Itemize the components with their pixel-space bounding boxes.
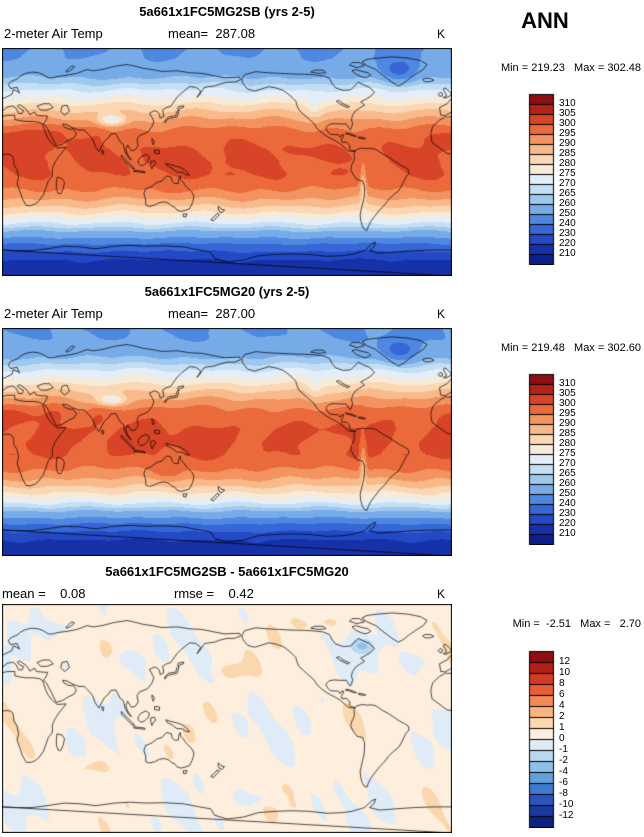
colorbar-tick-label: -8 (559, 788, 568, 799)
colorbar-tick-label: 305 (559, 388, 576, 399)
colorbar-tick-label: 290 (559, 418, 576, 429)
colorbar-tick-label: 1 (559, 722, 565, 733)
colorbar-tick-label: 275 (559, 168, 576, 179)
colorbar-tick-label: 295 (559, 128, 576, 139)
panel3-units-label: K (437, 587, 446, 601)
colorbar-boxes (528, 93, 556, 265)
colorbar-tick-label: -10 (559, 799, 574, 810)
panel2-minmax-label: Min = 219.48 Max = 302.60 (500, 342, 641, 354)
panel1-field-label: 2-meter Air Temp (4, 26, 103, 41)
colorbar-tick-label: -1 (559, 744, 568, 755)
colorbar-tick-label: 220 (559, 518, 576, 529)
colorbar-tick-label: 265 (559, 188, 576, 199)
colorbar-tick-label: 265 (559, 468, 576, 479)
colorbar-tick-label: 2 (559, 711, 565, 722)
colorbar-tick-label: 260 (559, 198, 576, 209)
panel3-colorbar: 12 10 8 6 4 2 1 0 -1 -2 -4 -6 -8 -10 -12 (528, 650, 598, 837)
colorbar-tick-label: 8 (559, 678, 565, 689)
panel1-title: 5a661x1FC5MG2SB (yrs 2-5) (139, 4, 315, 19)
colorbar-tick-label: 300 (559, 398, 576, 409)
panel1-map (2, 48, 452, 276)
colorbar-tick-label: -6 (559, 777, 568, 788)
colorbar-tick-label: 260 (559, 478, 576, 489)
panel2-title: 5a661x1FC5MG20 (yrs 2-5) (144, 284, 310, 299)
panel1-minmax-label: Min = 219.23 Max = 302.48 (500, 62, 641, 74)
panel3-title: 5a661x1FC5MG2SB - 5a661x1FC5MG20 (105, 564, 349, 579)
panel2-units-label: K (437, 307, 446, 321)
colorbar-tick-label: 6 (559, 689, 565, 700)
panel3-map (2, 604, 452, 833)
colorbar-tick-label: 210 (559, 528, 576, 539)
panel3-minmax-label: Min = -2.51 Max = 2.70 (512, 618, 641, 630)
colorbar-tick-label: 230 (559, 228, 576, 239)
colorbar-tick-label: 210 (559, 248, 576, 259)
colorbar-tick-label: 280 (559, 158, 576, 169)
colorbar-tick-label: 305 (559, 108, 576, 119)
colorbar-tick-label: 285 (559, 148, 576, 159)
colorbar-tick-label: 310 (559, 378, 576, 389)
season-label: ANN (521, 8, 569, 33)
panel2-field-label: 2-meter Air Temp (4, 306, 103, 321)
colorbar-tick-label: 240 (559, 218, 576, 229)
colorbar-tick-label: 310 (559, 98, 576, 109)
colorbar-tick-label: 240 (559, 498, 576, 509)
colorbar-tick-label: 290 (559, 138, 576, 149)
panel3-mean-label: mean = 0.08 (2, 586, 86, 601)
colorbar-tick-label: -12 (559, 810, 574, 821)
colorbar-tick-label: 10 (559, 667, 571, 678)
colorbar-tick-label: 295 (559, 408, 576, 419)
panel1-mean-label: mean= 287.08 (168, 26, 256, 41)
panel2-map (2, 328, 452, 556)
colorbar-tick-label: 300 (559, 118, 576, 129)
colorbar-tick-label: -2 (559, 755, 568, 766)
colorbar-tick-label: 0 (559, 733, 565, 744)
panel2-colorbar: 310 305 300 295 290 285 280 275 270 265 260 250 240 2… (528, 373, 598, 573)
colorbar-tick-label: 250 (559, 208, 576, 219)
colorbar-tick-label: 275 (559, 448, 576, 459)
colorbar-boxes (528, 373, 556, 545)
colorbar-tick-label: 250 (559, 488, 576, 499)
panel2-mean-label: mean= 287.00 (168, 306, 256, 321)
panel1-units-label: K (437, 27, 446, 41)
colorbar-tick-label: 230 (559, 508, 576, 519)
colorbar-tick-label: 270 (559, 458, 576, 469)
colorbar-boxes (528, 650, 556, 828)
colorbar-tick-label: 280 (559, 438, 576, 449)
colorbar-tick-label: 220 (559, 238, 576, 249)
panel3-rmse-label: rmse = 0.42 (174, 586, 254, 601)
colorbar-tick-label: 12 (559, 656, 571, 667)
colorbar-tick-label: 285 (559, 428, 576, 439)
colorbar-tick-label: 4 (559, 700, 565, 711)
panel1-colorbar: 310 305 300 295 290 285 280 275 270 265 260 250 240 2… (528, 93, 598, 293)
colorbar-tick-label: 270 (559, 178, 576, 189)
colorbar-tick-label: -4 (559, 766, 568, 777)
